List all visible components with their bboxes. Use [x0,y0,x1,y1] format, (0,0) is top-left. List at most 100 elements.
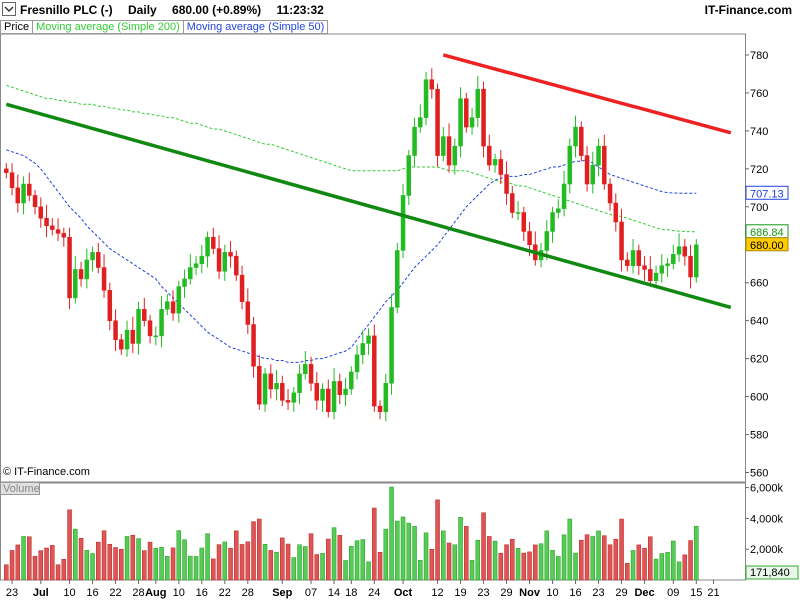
volume-bar[interactable] [182,539,187,581]
candle[interactable] [331,381,337,413]
volume-bar[interactable] [492,540,498,581]
candle[interactable] [383,383,389,413]
candle[interactable] [257,365,262,405]
candle[interactable] [487,145,492,166]
candle[interactable] [406,155,412,196]
volume-bar[interactable] [653,558,659,581]
candle[interactable] [418,117,423,128]
candle[interactable] [481,88,486,147]
candle[interactable] [234,255,239,276]
candle[interactable] [544,231,550,251]
volume-bar[interactable] [590,536,596,581]
volume-bar[interactable] [119,549,124,581]
candle[interactable] [366,335,371,344]
candle[interactable] [268,373,274,390]
volume-bar[interactable] [579,539,584,581]
volume-bar[interactable] [412,526,417,581]
volume-bar[interactable] [602,535,607,581]
volume-bar[interactable] [533,544,538,581]
volume-bar[interactable] [389,486,394,581]
volume-bar[interactable] [596,530,601,581]
candle[interactable] [550,212,555,232]
volume-bar[interactable] [113,547,118,581]
candle[interactable] [452,145,458,166]
volume-bar[interactable] [469,560,475,581]
volume-bar[interactable] [176,530,182,581]
volume-bar[interactable] [101,530,107,581]
volume-bar[interactable] [515,548,521,581]
candle[interactable] [590,164,596,185]
volume-bar[interactable] [314,554,320,581]
volume-bar[interactable] [44,547,49,581]
candle[interactable] [642,265,647,270]
candle[interactable] [38,206,44,219]
volume-bar[interactable] [9,550,15,581]
candle[interactable] [423,79,429,118]
volume-bar[interactable] [320,553,325,581]
candle[interactable] [498,159,504,175]
candle[interactable] [613,202,619,223]
candle[interactable] [429,79,435,90]
volume-bar[interactable] [90,553,95,581]
candle[interactable] [297,373,302,394]
volume-bar[interactable] [96,541,101,581]
candle[interactable] [27,183,32,196]
candle[interactable] [492,159,498,166]
candle[interactable] [659,265,665,274]
volume-bar[interactable] [423,532,429,581]
candle[interactable] [32,195,38,208]
volume-bar[interactable] [343,560,348,581]
volume-bar[interactable] [400,516,406,581]
volume-bar[interactable] [262,544,268,581]
candle[interactable] [61,233,67,238]
candle[interactable] [665,263,670,266]
volume-bar[interactable] [527,551,532,581]
candle[interactable] [182,278,187,287]
volume-bar[interactable] [130,535,136,581]
candle[interactable] [653,272,659,282]
volume-bar[interactable] [222,541,228,581]
volume-bar[interactable] [251,521,256,581]
volume-bar[interactable] [665,552,670,581]
volume-bar[interactable] [550,550,555,581]
candle[interactable] [274,383,279,390]
candle[interactable] [159,309,164,337]
volume-bar[interactable] [406,522,412,581]
volume-bar[interactable] [544,530,550,581]
candle[interactable] [354,354,360,373]
candle[interactable] [84,259,90,280]
candle[interactable] [303,364,308,375]
candle[interactable] [360,343,366,356]
candle[interactable] [395,250,400,308]
volume-bar[interactable] [435,499,440,581]
candle[interactable] [113,320,118,340]
candle[interactable] [193,263,199,268]
volume-bar[interactable] [326,538,331,581]
volume-bar[interactable] [124,536,130,581]
volume-bar[interactable] [136,538,141,581]
volume-bar[interactable] [159,546,164,581]
candle[interactable] [567,145,573,185]
volume-bar[interactable] [688,540,693,581]
candle[interactable] [446,136,452,166]
volume-bar[interactable] [274,551,279,581]
candle[interactable] [320,388,325,401]
legend-ma200[interactable]: Moving average (Simple 200) [33,20,184,34]
candle[interactable] [205,236,210,257]
volume-bar[interactable] [625,563,630,581]
volume-bar[interactable] [556,556,561,581]
volume-bar[interactable] [331,527,337,581]
volume-bar[interactable] [475,539,481,581]
candle[interactable] [147,320,153,337]
volume-bar[interactable] [188,555,193,581]
volume-bar[interactable] [228,547,233,581]
candle[interactable] [636,250,642,266]
candle[interactable] [625,259,630,266]
candle[interactable] [165,301,170,310]
trendline-support[interactable] [5,102,732,310]
candle[interactable] [435,88,440,156]
volume-bar[interactable] [257,518,262,581]
candle[interactable] [285,400,291,403]
volume-bar[interactable] [268,550,274,581]
